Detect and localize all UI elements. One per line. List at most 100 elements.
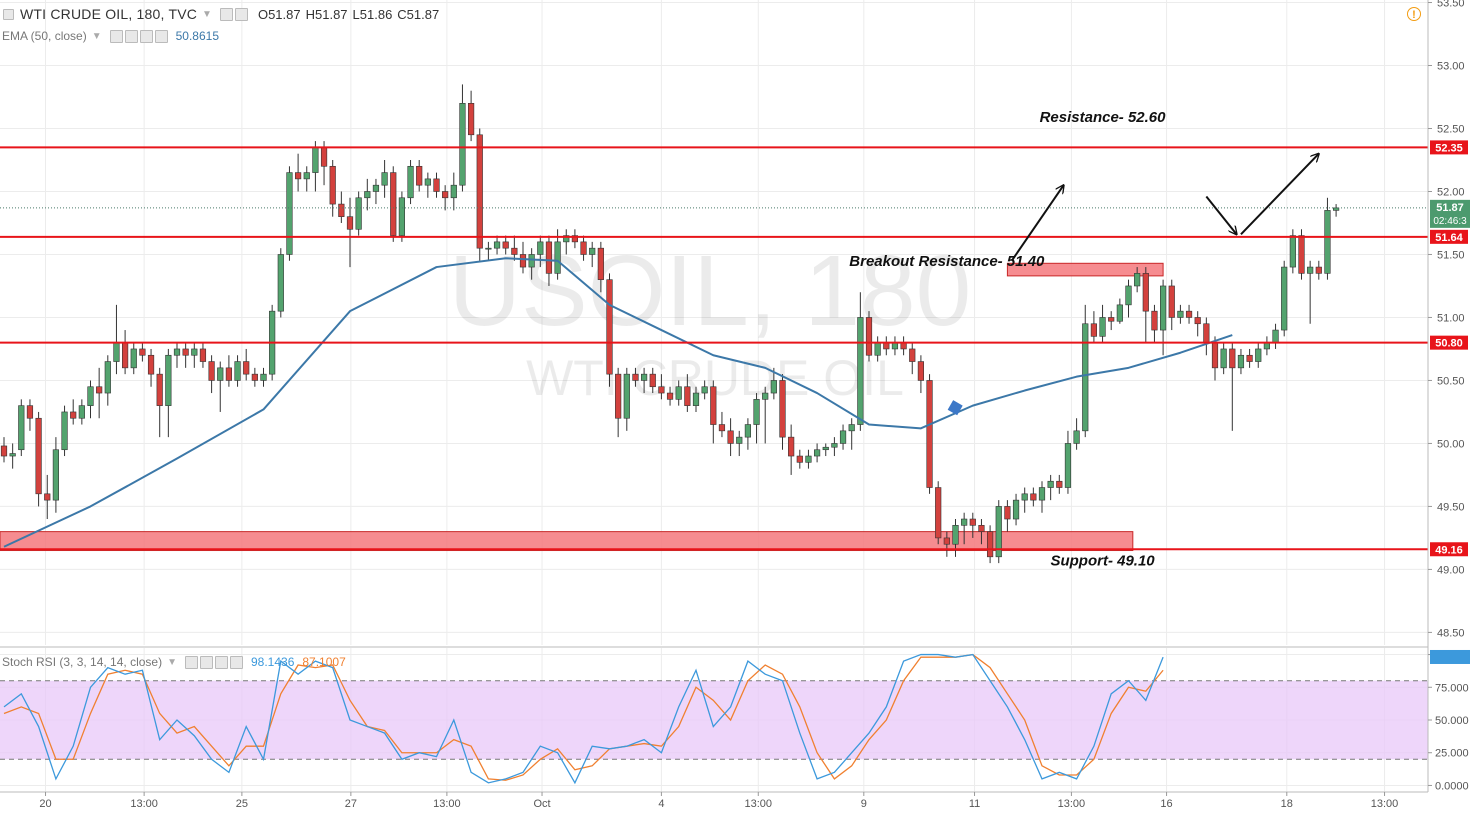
candle-body [1134, 273, 1141, 287]
candle-body [208, 361, 215, 381]
ohlc-open: O51.87 [257, 6, 301, 22]
candle-body [606, 279, 613, 375]
candle-body [640, 373, 648, 381]
candle-body [511, 247, 518, 255]
candle-body [519, 254, 527, 268]
stoch-k-value: 98.1436 [250, 655, 295, 669]
candle-body [857, 317, 864, 425]
candle-body [87, 386, 94, 406]
candle-body [848, 424, 855, 432]
candle-body [1012, 499, 1020, 520]
chevron-down-icon[interactable]: ▼ [91, 30, 102, 42]
candle-body [666, 392, 674, 400]
time-tick-label: 13:00 [433, 798, 461, 810]
candle-body [1047, 480, 1054, 488]
candle-body [96, 386, 103, 394]
collapse-icon[interactable] [3, 8, 14, 20]
eye-icon[interactable] [184, 655, 198, 669]
levels-layer [0, 146, 1428, 551]
candle-body [788, 436, 795, 457]
settings-icon[interactable] [199, 655, 213, 669]
candle-body [407, 165, 414, 199]
candle-body [1082, 323, 1089, 432]
candle-body [831, 443, 838, 448]
warning-icon[interactable]: ! [1407, 7, 1421, 21]
candle-body [692, 392, 700, 406]
candle-body [1142, 273, 1149, 312]
candle-body [467, 103, 475, 136]
candle-body [234, 361, 241, 381]
candle-body [995, 506, 1002, 558]
candle-body [70, 411, 77, 419]
add-icon[interactable] [139, 29, 153, 43]
close-icon[interactable] [154, 29, 168, 43]
candle-body [753, 399, 760, 425]
candle-body [978, 525, 985, 532]
chevron-down-icon[interactable]: ▼ [167, 656, 177, 668]
candle-body [485, 247, 492, 250]
ohlc-low: L51.86 [352, 6, 393, 22]
zone-box [1006, 262, 1164, 277]
ohlc-close: C51.87 [397, 6, 440, 22]
candle-body [1229, 348, 1236, 369]
candle-body [935, 487, 942, 539]
candle-body [372, 184, 380, 192]
candle-body [355, 197, 362, 230]
watermark: USOIL, 180 WTI CRUDE OIL [449, 235, 972, 406]
add-icon[interactable] [214, 655, 228, 669]
candle-body [1281, 266, 1288, 331]
candle-body [1125, 285, 1132, 306]
candle-body [113, 342, 120, 362]
settings-icon[interactable] [234, 7, 248, 21]
eye-icon[interactable] [219, 7, 233, 21]
candle-body [736, 436, 743, 444]
candle-body [684, 386, 691, 406]
candle-body [459, 103, 466, 186]
candle-body [528, 254, 535, 268]
candle-body [1116, 304, 1123, 322]
candle-body [1038, 487, 1046, 501]
price-tick-label: 49.00 [1437, 564, 1465, 576]
candle-body [78, 405, 85, 419]
candle-body [312, 147, 319, 173]
time-axis-background [0, 792, 1471, 813]
candle-body [1021, 493, 1028, 501]
time-tick-label: 25 [236, 798, 248, 810]
stoch-d-value: 87.1007 [302, 655, 346, 669]
price-axis-background [1428, 0, 1471, 813]
candle-body [1237, 354, 1245, 369]
candle-body [1108, 317, 1115, 322]
eye-icon[interactable] [109, 29, 123, 43]
candle-body [658, 386, 665, 394]
signal-marker [947, 400, 963, 416]
candle-body [251, 373, 258, 381]
stoch-tick-label: 25.000 [1435, 748, 1469, 760]
close-icon[interactable] [229, 655, 243, 669]
candle-body [1307, 266, 1314, 274]
price-tick-label: 50.50 [1437, 375, 1465, 387]
candle-body [909, 348, 916, 362]
candle-body [225, 367, 233, 381]
candle-body [502, 241, 509, 249]
candle-body [104, 361, 111, 394]
candle-body [917, 361, 924, 381]
candle-body [623, 373, 630, 419]
candle-body [1272, 329, 1279, 343]
candle-body [943, 537, 950, 545]
candle-body [589, 247, 596, 255]
candle-body [805, 455, 812, 463]
chevron-down-icon[interactable]: ▼ [202, 8, 212, 20]
candle-body [156, 373, 163, 406]
candle-body [130, 348, 137, 369]
stoch-tick-label: 0.0000 [1435, 780, 1469, 792]
ohlc-high: H51.87 [305, 6, 348, 22]
arrow-annotation [1205, 195, 1236, 235]
settings-icon[interactable] [124, 29, 138, 43]
candle-body [1333, 207, 1340, 211]
candle-body [813, 449, 821, 457]
candle-body [26, 405, 34, 419]
time-tick-label: Oct [533, 798, 550, 810]
level-price-tag [1430, 229, 1468, 244]
